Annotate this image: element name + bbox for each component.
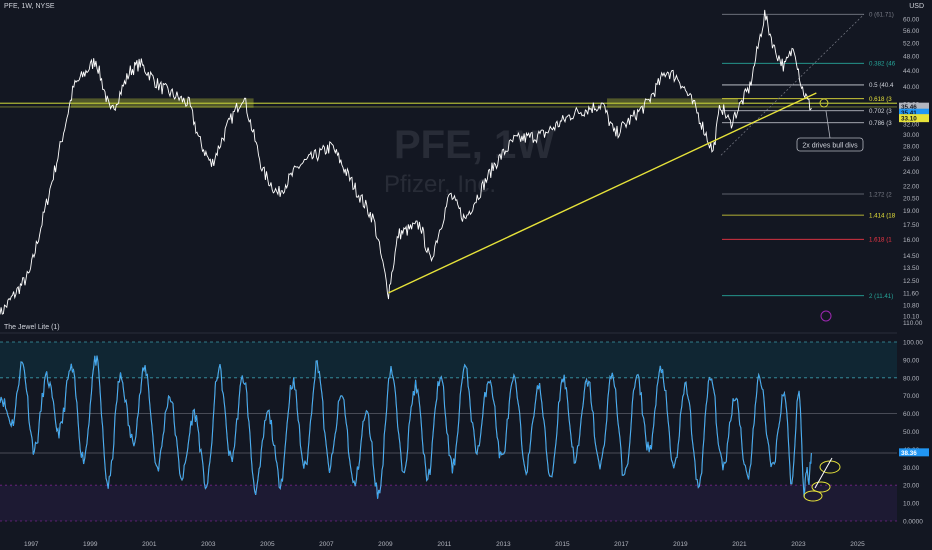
callout-pointer [825,110,831,139]
fib-level-label: 0.618 (3 [869,96,892,103]
price-series [0,9,812,315]
price-axis-tick: 10.80 [903,302,920,309]
fib-trend-line [720,14,865,156]
oscillator-axis-tick: 50.00 [903,429,920,436]
price-axis-tick: 44.00 [903,68,920,75]
price-tag-label: 33.10 [901,116,917,123]
price-axis-tick: 60.00 [903,17,920,24]
ascending-trendline [388,92,817,294]
time-axis-tick: 2005 [260,541,275,548]
oscillator-axis-tick: 70.00 [903,393,920,400]
price-axis-tick: 11.60 [903,290,919,297]
axes: 60.0056.0052.0048.0044.0040.0036.0034.00… [24,17,929,548]
oscillator-axis-tick: 80.00 [903,375,920,382]
oscillator-axis-tick: 90.00 [903,357,920,364]
fib-retracement: 0 (61.71) 0.382 (46 0.5 (40.4 0.618 (3 0.702… [720,12,896,300]
price-axis-tick: 20.50 [903,196,920,203]
price-axis-tick: 19.00 [903,208,920,215]
price-axis-tick: 26.00 [903,156,920,163]
annotation-callout: 2x drives bull divs [796,98,864,322]
oscillator-value-tag-label: 38.36 [901,450,917,457]
time-axis-tick: 1999 [83,541,98,548]
time-axis-tick: 1997 [24,541,39,548]
price-tag-box [899,102,929,111]
callout-circle [819,98,829,108]
indicator-label[interactable]: The Jewel Lite (1) [4,324,60,331]
fib-level-label: 0.702 (3 [869,108,892,115]
overbought-zone [0,342,897,378]
time-axis-tick: 2007 [319,541,334,548]
fib-level-label: 0.786 (3 [869,120,892,127]
time-axis-tick: 2019 [673,541,688,548]
event-marker-icon [820,310,832,322]
time-axis-tick: 2025 [850,541,865,548]
price-axis-tick: 30.00 [903,132,920,139]
fib-level-label: 0.382 (46 [869,61,896,68]
divergence-circle [811,481,831,493]
oscillator-axis-tick: 60.00 [903,411,920,418]
trendline [388,92,817,294]
time-axis-tick: 2013 [496,541,511,548]
fib-level-label: 1.272 (2 [869,191,892,198]
divergence-circle [819,460,841,474]
supply-zones [0,98,897,108]
watermark-name: Pfizer, Inc. [384,171,496,198]
time-axis-tick: 2017 [614,541,629,548]
price-axis-tick: 14.50 [903,253,920,260]
price-axis-tick: 48.00 [903,54,920,61]
oscillator-axis-tick: 30.00 [903,465,920,472]
oscillator-axis-tick: 110.00 [903,320,923,327]
time-axis-tick: 2023 [791,541,806,548]
oscillator-axis-tick: 10.00 [903,501,920,508]
time-axis-tick: 2003 [201,541,216,548]
time-axis-tick: 2015 [555,541,570,548]
oscillator-line-shadow [0,355,812,499]
price-line [0,9,812,315]
oscillator-value-tag-box [899,448,929,457]
price-axis-tick: 13.50 [903,265,920,272]
price-tag-box [899,114,929,123]
oversold-zone [0,485,897,521]
fib-level-label: 0 (61.71) [869,12,894,19]
price-axis-tick: 10.10 [903,314,920,321]
oscillator-axis-tick: 100.00 [903,340,923,347]
price-axis-tick: 28.00 [903,144,920,151]
currency-label[interactable]: USD [909,3,924,10]
time-axis-tick: 2009 [378,541,393,548]
price-axis-tick: 22.00 [903,184,920,191]
divergence-circle [803,490,823,502]
price-axis-tick: 12.50 [903,278,920,285]
symbol-header[interactable]: PFE, 1W, NYSE [4,3,55,10]
oscillator-series [0,355,841,502]
watermark-ticker: PFE, 1W [394,123,554,167]
oscillator-axis-tick: 20.00 [903,483,920,490]
price-axis-tick: 52.00 [903,40,920,47]
price-tag-label: 35.46 [901,104,917,111]
time-axis-tick: 2001 [142,541,157,548]
price-tag-label: 35.41 [901,110,917,117]
fib-level-label: 0.5 (40.4 [869,82,894,89]
fib-level-label: 1.414 (18 [869,212,896,219]
time-axis-tick: 2011 [437,541,451,548]
price-axis-tick: 24.00 [903,169,920,176]
price-axis-tick: 40.00 [903,84,920,91]
price-axis-tick: 16.00 [903,237,920,244]
time-axis-tick: 2021 [732,541,747,548]
price-axis-tick: 56.00 [903,28,920,35]
fib-level-label: 2 (11.41) [869,293,893,300]
price-tag-box [899,108,929,117]
oscillator-background [0,341,897,522]
price-axis-tick: 17.50 [903,222,920,229]
divergence-line [814,457,833,489]
price-axis-tick: 32.00 [903,121,920,128]
fib-level-label: 1.618 (1 [869,237,892,244]
oscillator-axis-tick: 0.0000 [903,519,923,526]
callout-text: 2x drives bull divs [802,143,858,150]
callout-box [796,137,864,152]
